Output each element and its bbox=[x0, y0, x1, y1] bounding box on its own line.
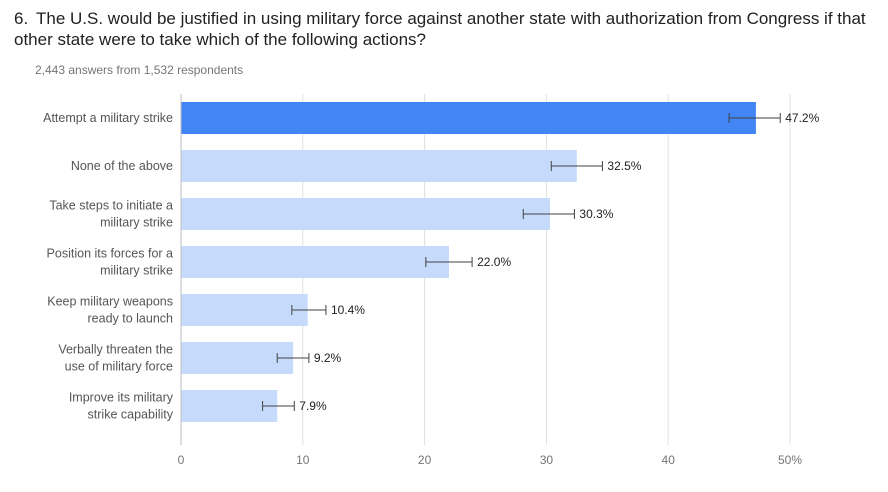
x-tick-label: 30 bbox=[540, 453, 554, 467]
category-label: Position its forces for a bbox=[47, 247, 173, 261]
question-text: The U.S. would be justified in using mil… bbox=[14, 9, 866, 49]
value-label: 22.0% bbox=[477, 255, 511, 269]
bar bbox=[181, 246, 449, 278]
value-label: 30.3% bbox=[579, 207, 613, 221]
category-label: strike capability bbox=[88, 408, 174, 422]
bar bbox=[181, 294, 308, 326]
bar bbox=[181, 390, 278, 422]
bar bbox=[181, 150, 577, 182]
category-label: ready to launch bbox=[88, 312, 174, 326]
x-tick-label: 20 bbox=[418, 453, 432, 467]
x-tick-label: 40 bbox=[662, 453, 676, 467]
bar bbox=[181, 198, 551, 230]
value-label: 47.2% bbox=[785, 111, 819, 125]
question-title: 6. The U.S. would be justified in using m… bbox=[14, 8, 874, 50]
question-number: 6. bbox=[14, 9, 29, 28]
bar bbox=[181, 102, 756, 134]
value-label: 10.4% bbox=[331, 303, 365, 317]
x-tick-label: 50% bbox=[778, 453, 802, 467]
category-label: Improve its military bbox=[69, 391, 174, 405]
response-summary: 2,443 answers from 1,532 respondents bbox=[35, 63, 244, 77]
value-label: 32.5% bbox=[607, 159, 641, 173]
x-tick-label: 10 bbox=[296, 453, 310, 467]
x-tick-label: 0 bbox=[178, 453, 185, 467]
bar bbox=[181, 342, 294, 374]
category-label: Take steps to initiate a bbox=[49, 199, 173, 213]
category-label: military strike bbox=[100, 216, 173, 230]
value-label: 7.9% bbox=[299, 399, 327, 413]
category-label: None of the above bbox=[71, 159, 173, 173]
category-label: Attempt a military strike bbox=[43, 111, 173, 125]
category-label: use of military force bbox=[65, 360, 173, 374]
category-label: Verbally threaten the bbox=[58, 343, 173, 357]
category-label: military strike bbox=[100, 264, 173, 278]
category-label: Keep military weapons bbox=[47, 295, 173, 309]
value-label: 9.2% bbox=[314, 351, 342, 365]
